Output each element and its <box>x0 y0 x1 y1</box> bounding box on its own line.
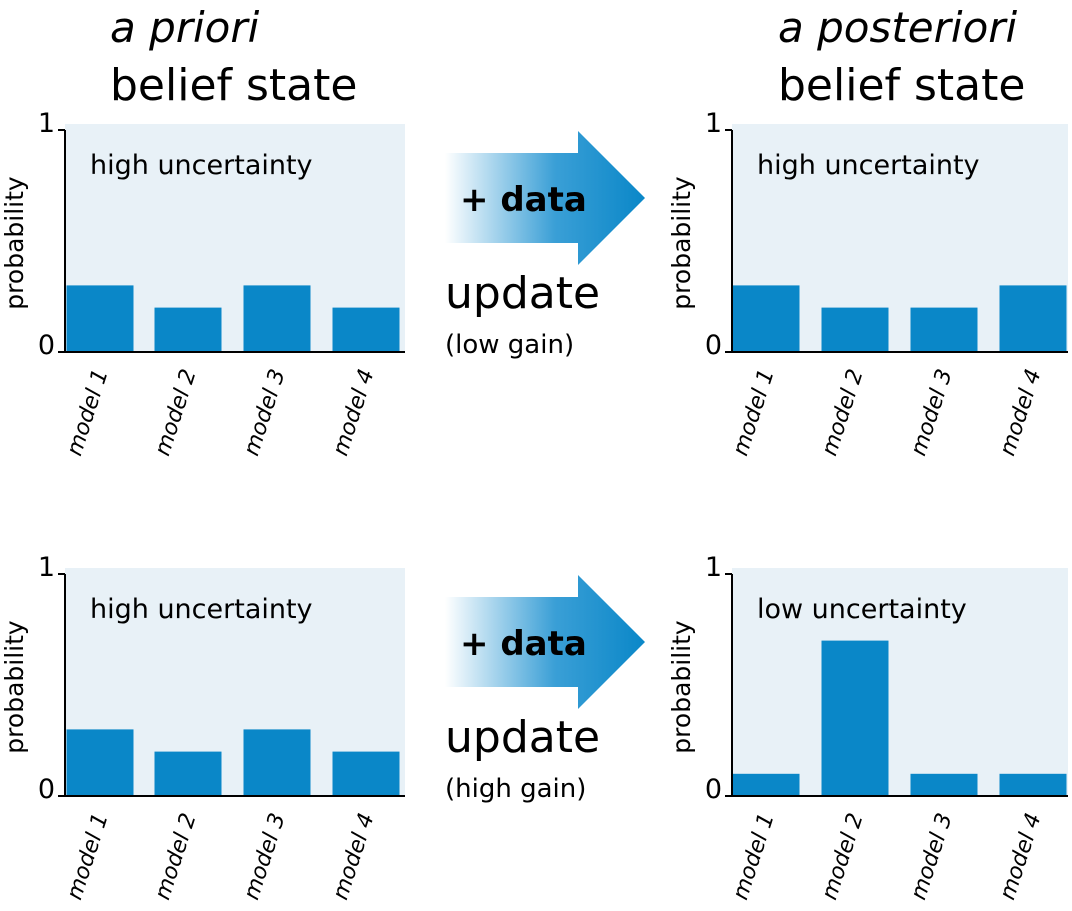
y-tick-label-0: 0 <box>38 774 55 805</box>
x-tick-label-model-2: model 2 <box>150 366 201 459</box>
bar-model-1 <box>66 285 134 352</box>
bar-chart-2: 1 0 probability high uncertainty model 1 mode… <box>667 108 1068 459</box>
x-tick-label-model-4: model 4 <box>328 366 379 459</box>
y-axis-label: probability <box>0 620 29 754</box>
x-tick-label-model-1: model 1 <box>728 366 779 459</box>
right-header-line2: belief state <box>778 60 1025 111</box>
update-label-bottom: update <box>445 712 600 763</box>
uncertainty-annotation: high uncertainty <box>90 594 313 625</box>
uncertainty-annotation: low uncertainty <box>757 594 967 625</box>
arrow-data-label-bottom: + data <box>460 624 587 664</box>
bar-chart-3: 1 0 probability high uncertainty model 1 mode… <box>0 552 405 903</box>
bar-model-2 <box>154 751 222 796</box>
y-tick-label-0: 0 <box>705 774 722 805</box>
x-tick-label-model-2: model 2 <box>817 366 868 459</box>
bar-chart-4: 1 0 probability low uncertainty model 1 model… <box>667 552 1068 903</box>
x-tick-label-model-1: model 1 <box>62 366 113 459</box>
x-tick-label-model-4: model 4 <box>995 810 1046 903</box>
x-tick-label-model-4: model 4 <box>328 810 379 903</box>
gain-label-top: (low gain) <box>445 330 574 360</box>
x-tick-label-model-1: model 1 <box>728 810 779 903</box>
bar-chart-1: 1 0 probability high uncertainty model 1 mode… <box>0 108 405 459</box>
bar-model-3 <box>910 307 978 352</box>
bar-model-4 <box>999 285 1067 352</box>
x-tick-label-model-3: model 3 <box>239 810 290 903</box>
plot-background <box>732 568 1068 796</box>
bar-model-4 <box>332 307 400 352</box>
y-tick-label-0: 0 <box>705 330 722 361</box>
x-tick-label-model-4: model 4 <box>995 366 1046 459</box>
x-tick-label-model-3: model 3 <box>239 366 290 459</box>
gain-label-bottom: (high gain) <box>445 774 586 804</box>
bar-model-1 <box>66 729 134 796</box>
uncertainty-annotation: high uncertainty <box>90 150 313 181</box>
bar-model-4 <box>332 751 400 796</box>
bar-model-4 <box>999 773 1067 796</box>
data-arrow-shape-bottom <box>445 575 645 709</box>
update-arrow-bottom: + data update (high gain) <box>445 575 645 804</box>
update-arrow-top: + data update (low gain) <box>445 131 645 360</box>
x-tick-label-model-3: model 3 <box>906 366 957 459</box>
bar-model-3 <box>243 285 311 352</box>
x-tick-label-model-2: model 2 <box>150 810 201 903</box>
right-header-line1: a posteriori <box>778 3 1018 52</box>
y-tick-label-1: 1 <box>38 552 55 583</box>
bar-model-2 <box>821 307 889 352</box>
y-tick-label-1: 1 <box>705 108 722 139</box>
y-axis-label: probability <box>667 620 696 754</box>
y-axis-label: probability <box>0 176 29 310</box>
bar-model-3 <box>243 729 311 796</box>
y-tick-label-1: 1 <box>38 108 55 139</box>
x-tick-label-model-2: model 2 <box>817 810 868 903</box>
bar-model-1 <box>732 773 800 796</box>
bar-model-1 <box>732 285 800 352</box>
y-tick-label-0: 0 <box>38 330 55 361</box>
left-header-line2: belief state <box>110 60 357 111</box>
arrow-data-label-top: + data <box>460 180 587 220</box>
left-header-line1: a priori <box>110 3 260 52</box>
uncertainty-annotation: high uncertainty <box>757 150 980 181</box>
x-tick-label-model-1: model 1 <box>62 810 113 903</box>
update-label-top: update <box>445 268 600 319</box>
data-arrow-shape-top <box>445 131 645 265</box>
bar-model-3 <box>910 773 978 796</box>
bar-model-2 <box>154 307 222 352</box>
bar-model-2 <box>821 640 889 796</box>
y-tick-label-1: 1 <box>705 552 722 583</box>
x-tick-label-model-3: model 3 <box>906 810 957 903</box>
y-axis-label: probability <box>667 176 696 310</box>
